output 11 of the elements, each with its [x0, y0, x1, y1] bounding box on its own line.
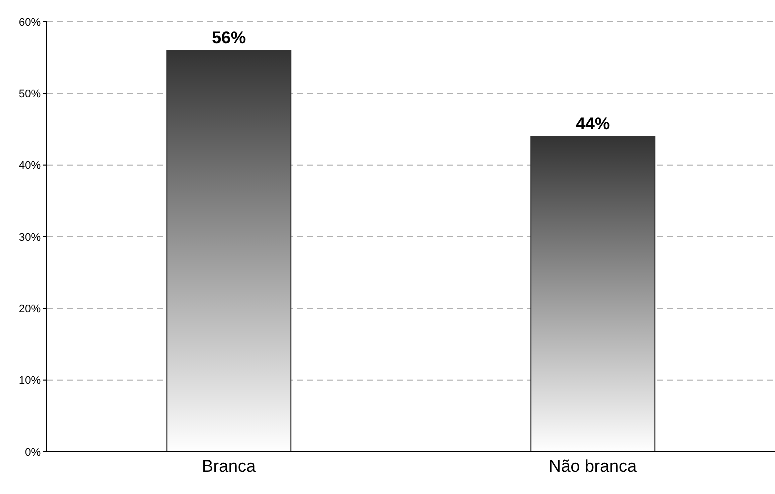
data-label: 56% — [212, 28, 246, 48]
y-tick-label: 30% — [18, 232, 42, 244]
x-tick-label: Não branca — [549, 457, 638, 476]
y-tick-label: 10% — [18, 375, 42, 388]
y-tick-label: 40% — [18, 160, 42, 172]
y-tick-label: 60% — [18, 16, 42, 29]
y-tick-label: 50% — [18, 88, 42, 101]
x-tick-label: Branca — [202, 457, 256, 476]
data-label: 44% — [576, 114, 610, 134]
y-tick-label: 20% — [18, 304, 42, 316]
y-tick-label: 0% — [25, 446, 42, 459]
